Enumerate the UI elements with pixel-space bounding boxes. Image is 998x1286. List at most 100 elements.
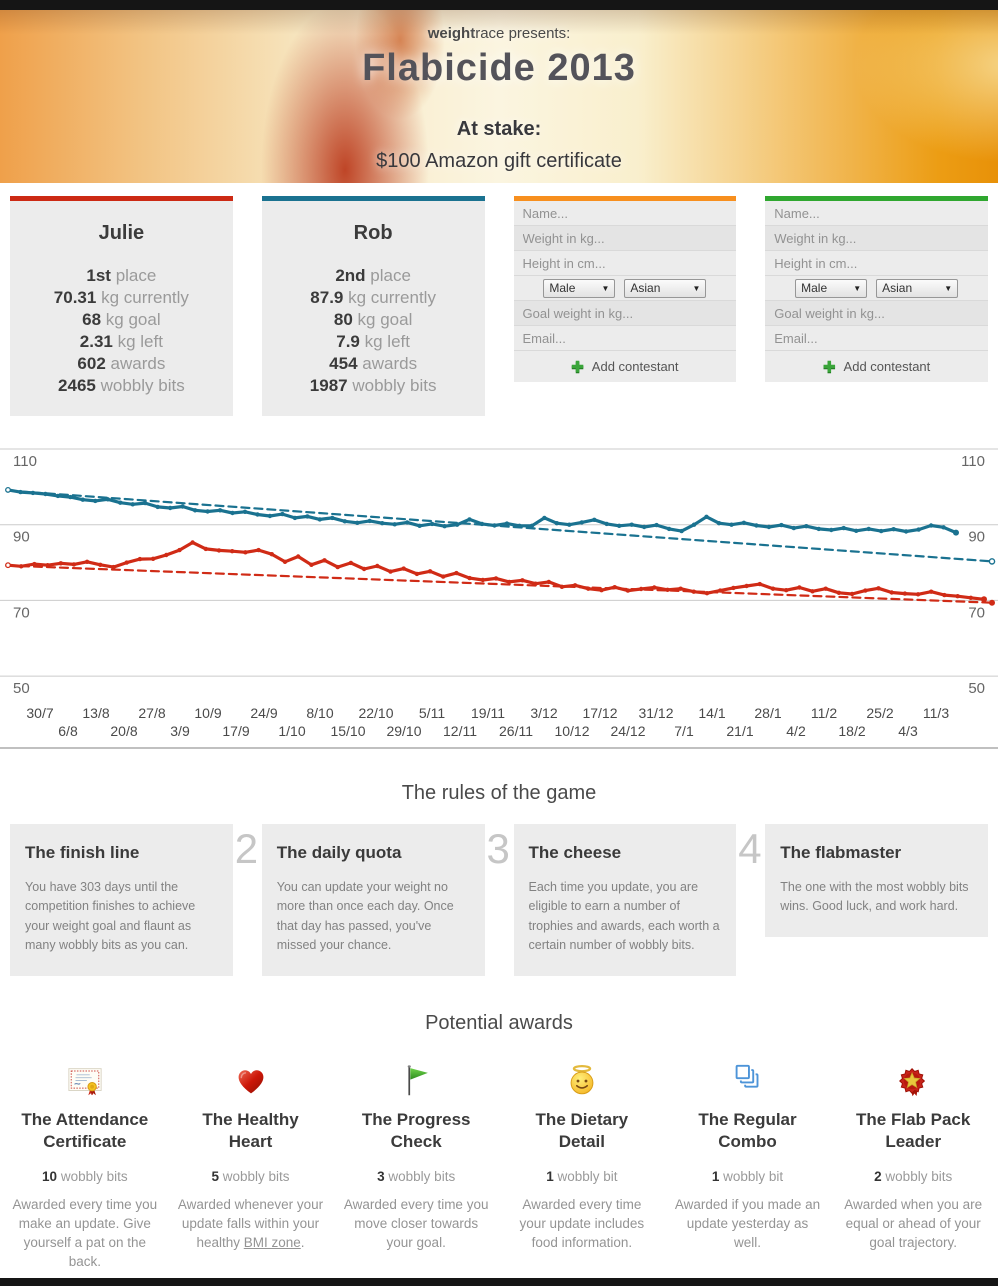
svg-text:31/12: 31/12	[638, 705, 673, 721]
award-regular-combo: The Regular Combo 1 wobbly bit Awarded i…	[665, 1061, 831, 1272]
prize-text: $100 Amazon gift certificate	[376, 150, 622, 172]
presents-line: weightrace presents:	[0, 10, 998, 42]
flag-icon	[343, 1061, 489, 1101]
award-bits: 10 wobbly bits	[42, 1169, 128, 1185]
award-desc: Awarded every time you move closer towar…	[343, 1197, 489, 1251]
rule-card-cheese: 3 The cheese Each time you update, you a…	[487, 824, 737, 976]
stat-left: 2.31 kg left	[79, 332, 163, 351]
svg-text:5/11: 5/11	[419, 705, 445, 721]
rule-title: The finish line	[25, 843, 140, 862]
bmi-zone-link[interactable]: BMI zone	[243, 1235, 301, 1251]
add-contestant-button[interactable]: ✚ Add contestant	[817, 357, 936, 377]
svg-text:6/8: 6/8	[58, 723, 78, 739]
svg-text:10/12: 10/12	[554, 723, 589, 739]
svg-text:70: 70	[13, 604, 30, 621]
at-stake-label: At stake:	[456, 118, 542, 140]
award-progress-check: The Progress Check 3 wobbly bits Awarded…	[333, 1061, 499, 1272]
svg-text:18/2: 18/2	[838, 723, 865, 739]
stat-goal: 80 kg goal	[333, 310, 413, 329]
svg-text:26/11: 26/11	[499, 723, 533, 739]
email-input[interactable]	[774, 330, 979, 346]
svg-text:70: 70	[968, 604, 985, 621]
awards-section: Potential awards The Attendance Certific…	[0, 1012, 998, 1272]
rosette-icon	[840, 1061, 986, 1101]
height-input[interactable]	[774, 255, 979, 271]
svg-text:13/8: 13/8	[82, 705, 109, 721]
weight-chart: 110 110 90 90 70 70 50 50 30/7 13/8 27/8 10/9 24/9 8/…	[0, 448, 998, 749]
award-title: The Flab Pack Leader	[856, 1109, 971, 1152]
award-title: The Regular Combo	[698, 1109, 797, 1152]
svg-text:3/9: 3/9	[170, 723, 190, 739]
svg-text:20/8: 20/8	[110, 723, 137, 739]
chevron-down-icon: ▼	[692, 283, 701, 293]
svg-text:24/12: 24/12	[610, 723, 645, 739]
contestant-card-rob: Rob 2nd place 87.9 kg currently 80 kg go…	[261, 196, 485, 416]
stat-awards: 602 awards	[77, 354, 166, 373]
plus-icon: ✚	[822, 358, 836, 376]
goal-weight-input[interactable]	[522, 305, 728, 321]
gender-select[interactable]: Male ▼	[795, 278, 868, 298]
svg-text:12/11: 12/11	[443, 723, 477, 739]
svg-text:27/8: 27/8	[138, 705, 165, 721]
heart-icon	[178, 1061, 324, 1101]
weight-chart-section: 110 110 90 90 70 70 50 50 30/7 13/8 27/8 10/9 24/9 8/…	[0, 437, 998, 758]
svg-text:90: 90	[968, 529, 985, 546]
rule-number: 4	[738, 825, 762, 872]
rule-body: The one with the most wobbly bits wins. …	[780, 880, 969, 914]
name-input[interactable]	[774, 205, 979, 221]
svg-text:11/2: 11/2	[811, 705, 837, 721]
svg-text:17/9: 17/9	[222, 723, 249, 739]
height-input[interactable]	[522, 255, 728, 271]
contestant-name: Julie	[98, 222, 145, 244]
svg-text:17/12: 17/12	[582, 705, 617, 721]
award-desc: Awarded whenever your update falls withi…	[177, 1197, 324, 1251]
gender-select[interactable]: Male ▼	[543, 278, 616, 298]
award-title: The Attendance Certificate	[21, 1109, 149, 1152]
goal-weight-input[interactable]	[774, 305, 979, 321]
award-desc: Awarded if you made an update yesterday …	[674, 1197, 821, 1251]
add-contestant-card-2: Male▼ Asian▼ ✚Add contestant	[765, 196, 988, 382]
svg-text:50: 50	[13, 680, 30, 697]
rule-body: Each time you update, you are eligible t…	[528, 880, 720, 953]
stat-goal: 68 kg goal	[82, 310, 161, 329]
stat-wobbly-bits: 2465 wobbly bits	[58, 376, 185, 395]
stat-wobbly-bits: 1987 wobbly bits	[309, 376, 437, 395]
halo-smiley-icon	[509, 1061, 655, 1101]
email-input[interactable]	[522, 330, 728, 346]
rule-number: 2	[234, 825, 259, 872]
svg-text:21/1: 21/1	[726, 723, 753, 739]
ethnicity-select[interactable]: Asian ▼	[624, 278, 707, 298]
rules-section: The rules of the game The finish line Yo…	[0, 782, 998, 976]
stat-awards: 454 awards	[329, 354, 418, 373]
rule-title: The flabmaster	[780, 843, 902, 862]
name-input[interactable]	[522, 205, 728, 221]
svg-text:24/9: 24/9	[250, 705, 277, 721]
stat-current: 87.9 kg currently	[310, 288, 436, 307]
brand-weight: weight	[427, 25, 476, 42]
ethnicity-select[interactable]: Asian ▼	[876, 278, 959, 298]
top-black-bar	[0, 0, 998, 10]
award-bits: 5 wobbly bits	[211, 1169, 290, 1185]
svg-text:110: 110	[961, 453, 985, 470]
svg-text:3/12: 3/12	[530, 705, 557, 721]
contestant-card-julie: Julie 1st place 70.31 kg currently 68 kg…	[10, 196, 233, 416]
stat-place: 2nd place	[335, 266, 411, 285]
svg-text:50: 50	[968, 680, 985, 697]
svg-text:11/3: 11/3	[923, 705, 949, 721]
svg-text:4/3: 4/3	[898, 723, 918, 739]
award-bits: 1 wobbly bit	[546, 1169, 618, 1185]
svg-text:25/2: 25/2	[866, 705, 893, 721]
svg-text:29/10: 29/10	[386, 723, 421, 739]
rule-number: 3	[486, 825, 510, 872]
add-contestant-button[interactable]: ✚ Add contestant	[565, 357, 684, 377]
svg-text:22/10: 22/10	[358, 705, 393, 721]
weight-input[interactable]	[522, 230, 728, 246]
award-title: The Healthy Heart	[202, 1109, 299, 1152]
rules-title: The rules of the game	[401, 782, 597, 804]
svg-text:15/10: 15/10	[330, 723, 365, 739]
svg-text:30/7: 30/7	[26, 705, 53, 721]
award-healthy-heart: The Healthy Heart 5 wobbly bits Awarded …	[168, 1061, 334, 1272]
award-title: The Progress Check	[361, 1109, 471, 1152]
weight-input[interactable]	[774, 230, 979, 246]
contestant-name: Rob	[353, 222, 393, 244]
